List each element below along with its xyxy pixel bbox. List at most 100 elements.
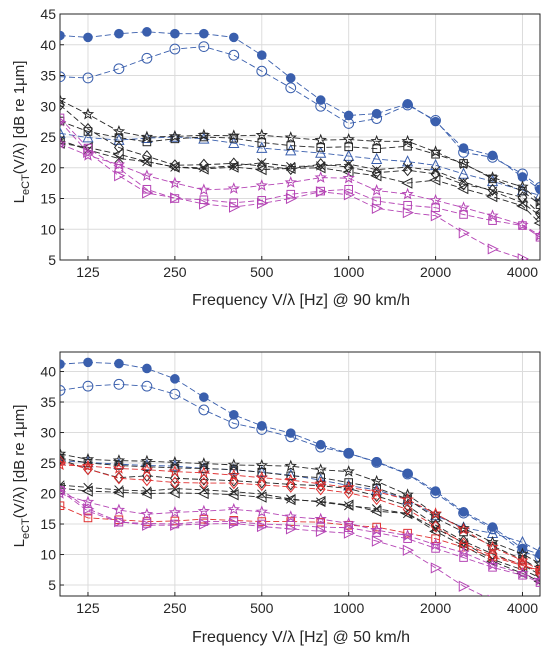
data-point [487,523,498,535]
data-point [315,441,327,453]
data-point [314,162,326,174]
data-point [81,495,95,508]
series-10 [60,118,529,260]
data-point [198,158,209,171]
data-point [256,65,268,77]
series-11 [60,487,540,586]
series-line [60,487,540,582]
data-point [114,28,124,39]
data-point [371,457,383,468]
data-point [535,566,540,575]
data-point [170,192,182,204]
data-point [229,517,241,530]
series-7 [60,482,540,585]
data-point [114,164,124,173]
data-point [285,523,298,535]
data-point [534,182,540,193]
data-point [516,535,529,548]
data-point [81,485,93,497]
data-point [60,447,67,460]
data-point [168,465,182,477]
data-point [112,148,124,160]
data-point [487,186,498,196]
data-point [199,132,209,142]
data-point [429,158,442,171]
series-line [60,132,540,196]
data-point [113,133,125,145]
data-point [285,431,297,443]
series-line [60,457,540,570]
y-tick-label: 20 [40,486,56,502]
data-point [60,359,65,369]
data-point [516,554,529,566]
data-point [140,463,154,475]
data-point [83,503,95,515]
data-point [284,176,297,188]
data-point [315,525,328,537]
y-tick-label: 10 [40,221,56,237]
y-axis-label-main: L [11,539,28,547]
data-point [486,540,499,553]
data-point [228,136,240,148]
data-point [140,169,154,181]
data-point [401,155,414,167]
data-point [401,493,414,505]
data-point [458,146,469,158]
data-point [342,171,355,184]
data-point [142,27,152,37]
data-point [342,465,355,477]
data-point [255,179,268,191]
svg-text:LeCT(V/λ) [dB re 1μm]: LeCT(V/λ) [dB re 1μm] [11,61,32,204]
series-13 [60,485,491,596]
y-axis-label: LeCT(V/λ) [dB re 1μm] [11,405,32,548]
plot-frame [59,351,541,597]
data-point [486,209,499,221]
data-point [82,131,94,143]
data-point [83,122,93,136]
data-point [371,113,383,124]
data-point [60,135,65,145]
data-point [516,180,529,193]
data-point [458,178,469,191]
data-point [141,474,152,487]
data-point [112,462,126,474]
data-point [402,503,413,516]
data-point [227,182,240,194]
y-tick-label: 25 [40,455,56,471]
data-point [429,174,441,186]
data-point [169,388,181,400]
y-tick-label: 45 [40,6,56,22]
data-point [197,183,211,196]
data-point [315,157,326,171]
data-point [255,128,268,141]
data-point [114,170,126,182]
data-point [314,171,327,183]
series-10 [60,501,540,575]
data-point [168,455,182,468]
y-tick-label: 40 [40,37,56,53]
data-point [60,98,65,112]
data-point [112,486,124,498]
data-point [343,447,355,459]
data-point [457,521,470,534]
data-point [488,563,497,572]
data-point [228,157,239,170]
data-point [459,159,468,168]
data-point [83,463,93,476]
data-point [535,232,540,242]
data-point [113,63,125,75]
data-point [458,507,469,519]
data-point [343,118,355,129]
data-point [114,461,124,470]
x-tick-label: 4000 [507,264,538,280]
data-point [60,385,66,396]
data-point [285,73,296,83]
data-point [199,198,211,210]
data-point [372,522,381,532]
series-8 [60,458,540,576]
data-point [430,519,441,532]
data-point [518,186,527,196]
data-point [402,544,415,556]
series-7 [60,137,540,227]
series-1 [60,41,540,193]
